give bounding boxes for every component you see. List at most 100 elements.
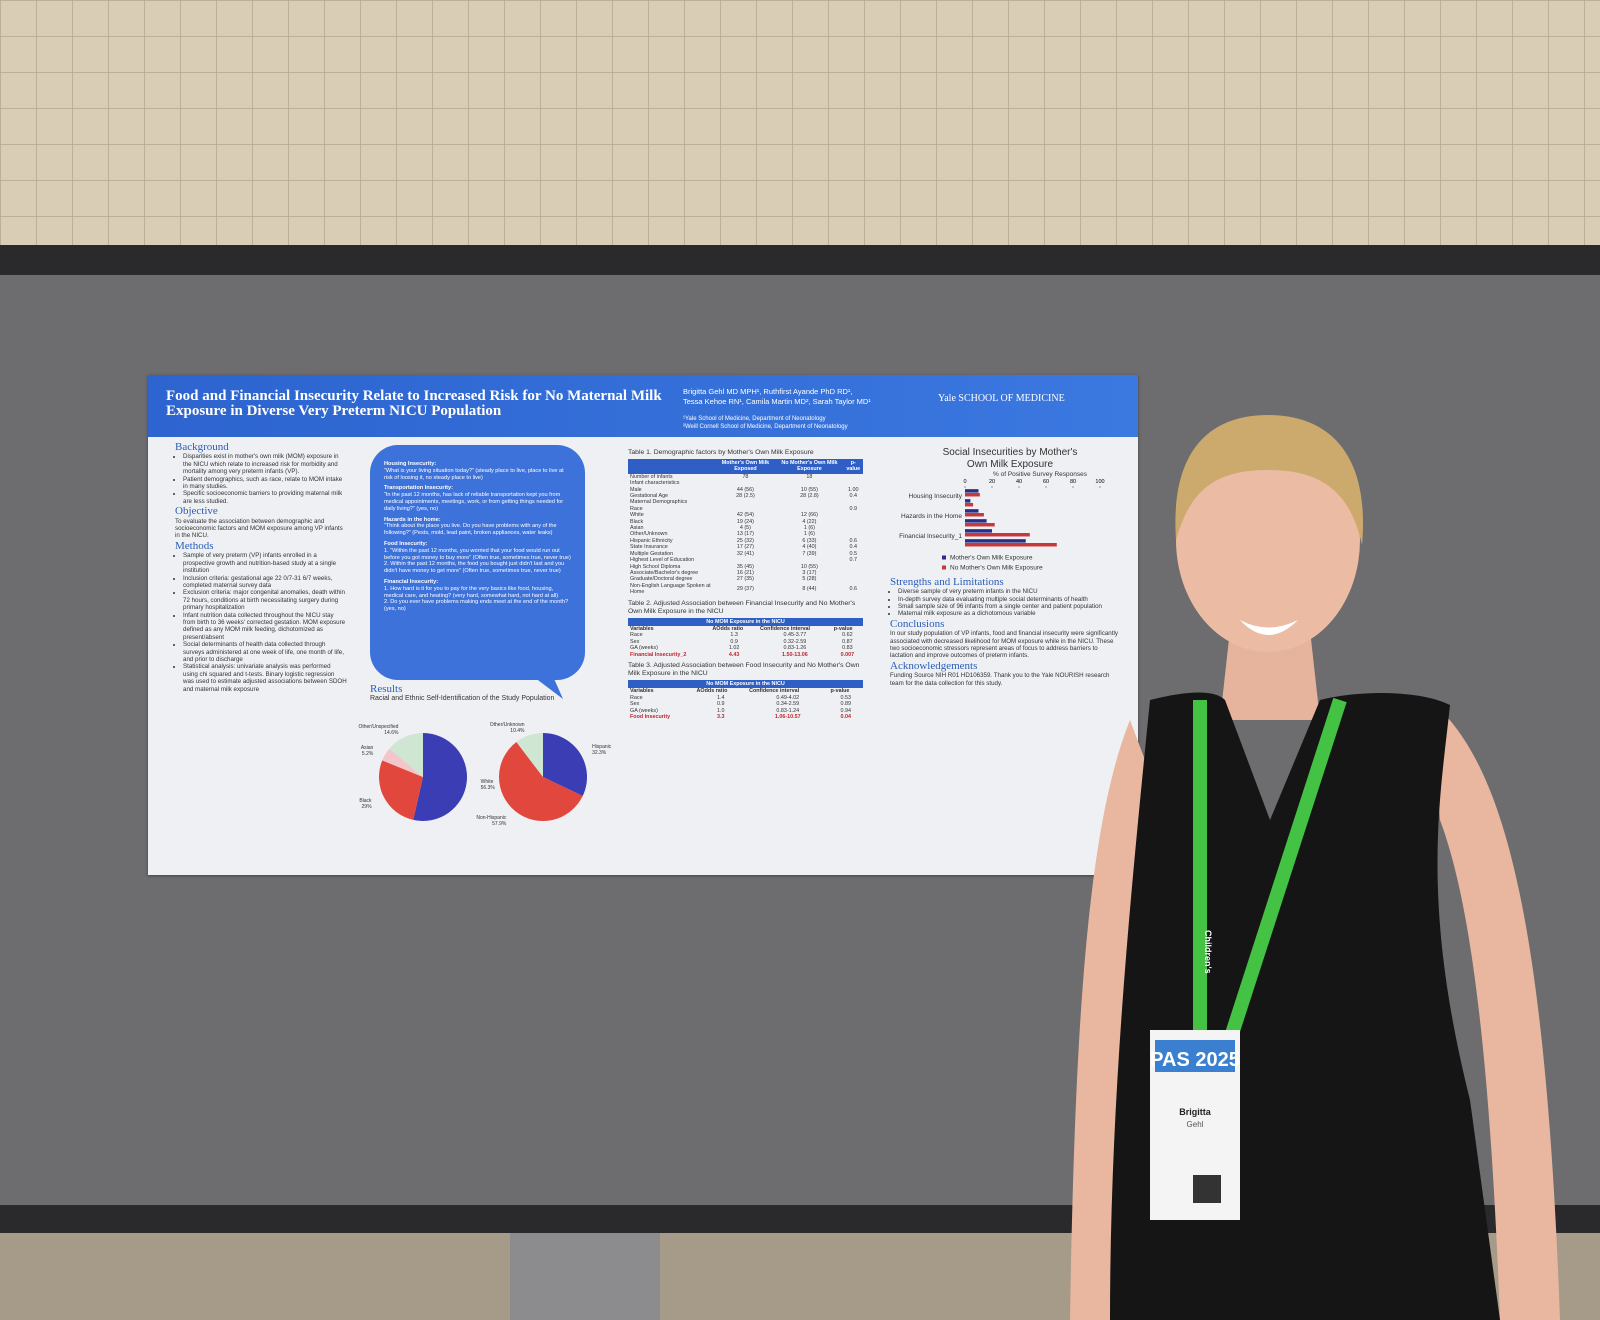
table-header-row: Mother's Own Milk Exposed No Mother's Own… (628, 459, 863, 474)
table-cell: 0.94 (840, 707, 852, 714)
table-cell: 78 (742, 473, 749, 480)
table-cell: Non-English Language Spoken at Home (630, 582, 711, 596)
table-cell: Male (630, 486, 642, 493)
section-heading: Strengths and Limitations (890, 575, 1004, 588)
survey-heading: Food Insecurity: (384, 540, 428, 547)
table-row: Gestational Age 28 (2.5) 28 (2.8) 0.4 (628, 493, 863, 499)
table-header: Variables (630, 688, 654, 695)
bubble-tail (518, 665, 563, 699)
table-cell: Sex (630, 638, 640, 645)
table-cell: 28 (2.8) (800, 493, 819, 500)
table-header: p-value (833, 625, 853, 632)
pie-value-label: 10.4% (510, 728, 525, 734)
table-header-row: Variables AOdds ratio Confidence interval p… (628, 626, 863, 632)
right-column: Social Insecurities by Mother's Own Milk… (890, 447, 1120, 687)
table: No MOM Exposure in the NICU Variables AOdd… (628, 679, 863, 720)
bullet: In-depth survey data evaluating multiple… (898, 596, 1120, 603)
table-row: Number of infants 78 18 (628, 474, 863, 480)
table-cell: 1 (6) (803, 525, 815, 532)
table-cell: 1.50-13.06 (781, 651, 808, 658)
results: Results Racial and Ethnic Self-Identifica… (370, 683, 610, 703)
table-row: Asian 4 (5) 1 (6) (628, 525, 863, 531)
table-row: Race 0.9 (628, 506, 863, 512)
table-cell: 0.9 (717, 701, 725, 708)
table-cell: GA (weeks) (630, 645, 658, 652)
category-label: Hazards in the Home (901, 513, 962, 520)
bullet: Statistical analysis: univariate analysi… (183, 663, 347, 693)
pie-slice (379, 760, 423, 820)
chart-title: Social Insecurities by Mother's Own Milk… (942, 447, 1078, 470)
table-cell: 4.43 (728, 651, 740, 658)
pie-label: Hispanic (592, 744, 612, 750)
pie-value-label: 56.3% (481, 785, 496, 791)
table-cell: 16 (21) (736, 569, 754, 576)
section-text: To evaluate the association between demo… (175, 517, 343, 540)
survey-text: 2. Within the past 12 months, the food y… (384, 561, 565, 575)
table-cell: 0.6 (849, 585, 858, 592)
table-cell: Maternal Demographics (630, 499, 688, 506)
table-cell: 42 (54) (736, 512, 754, 519)
table-cell: 4 (5) (739, 525, 751, 532)
table-cell: 1.02 (728, 645, 740, 652)
table-cell: 35 (45) (736, 563, 754, 570)
table-row: Financial Insecurity_2 4.43 1.50-13.06 0.00… (628, 652, 863, 658)
table-header: p-value (830, 688, 850, 695)
table-cell: White (630, 512, 644, 519)
survey-heading: Financial Insecurity: (384, 578, 439, 585)
table-header: Variables (630, 625, 654, 632)
table-cell: 4 (40) (802, 544, 817, 551)
table-cell: 0.45-3.77 (783, 632, 807, 639)
table-header: p-value (843, 459, 863, 474)
table-cell: 0.4 (849, 544, 858, 551)
table-row: GA (weeks) 1.0 0.83-1.24 0.94 (628, 708, 863, 714)
pie-slice (382, 748, 423, 777)
x-tick-label: 100 (1095, 479, 1104, 485)
bar (965, 543, 1057, 547)
table-header: Mother's Own Milk Exposed (715, 459, 776, 474)
table-cell: Asian (630, 525, 644, 532)
table-cell: 1.3 (730, 632, 738, 639)
table-cell: 0.5 (849, 550, 858, 557)
table-title: Table 1. Demographic factors by Mother's… (628, 449, 814, 456)
axis-label: % of Positive Survey Responses (993, 471, 1087, 478)
table-row: Associate/Bachelor's degree 16 (21) 3 (17) (628, 570, 863, 576)
bar (965, 519, 987, 524)
table-cell: 1 (6) (803, 531, 815, 538)
pie-slice (543, 733, 587, 797)
bar (965, 493, 980, 497)
table-cell: 0.9 (849, 505, 858, 512)
survey-bubble: Housing Insecurity: “What is your living … (370, 445, 585, 680)
table-row: Race 1.4 0.49-4.02 0.53 (628, 695, 863, 701)
bullet-list: Diverse sample of very preterm infants i… (890, 588, 1120, 618)
table-cell: Black (630, 518, 644, 525)
table-cell: 5 (28) (802, 576, 817, 583)
bullet: Sample of very preterm (VP) infants enro… (183, 552, 347, 574)
table-cell: 32 (41) (736, 550, 754, 557)
author-line: Tessa Kehoe RN¹, Camila Martin MD², Sara… (683, 397, 871, 406)
table-header: Confidence interval (749, 688, 800, 695)
table-row: GA (weeks) 1.02 0.83-1.26 0.83 (628, 645, 863, 651)
x-tick-label: 40 (1016, 479, 1022, 485)
pie-label: Other/Unspecified (358, 724, 398, 730)
table-header: AOdds ratio (696, 688, 728, 695)
bar (965, 513, 984, 517)
left-column: BackgroundDisparities exist in mother's … (175, 441, 347, 693)
table-header: AOdds ratio (712, 625, 744, 632)
table-cell: Graduate/Doctoral degree (630, 576, 693, 583)
bullet: Specific socioeconomic barriers to provi… (183, 490, 347, 505)
table-cell: 28 (2.5) (736, 493, 755, 500)
bullet: Maternal milk exposure as a dichotomous … (898, 610, 1120, 617)
survey-heading: Hazards in the home: (384, 516, 441, 523)
table-cell: 0.04 (840, 714, 852, 720)
table-row: Maternal Demographics (628, 499, 863, 505)
table-cell: Race (630, 694, 643, 701)
table-band: No MOM Exposure in the NICU (628, 617, 863, 626)
author-line: Brigitta Gehl MD MPH¹, Ruthfirst Ayande … (683, 387, 853, 396)
survey-text: 1. How hard is it for you to pay for the… (384, 585, 559, 599)
table-row: Hispanic Ethnicity 25 (32) 6 (33) 0.6 (628, 538, 863, 544)
section-heading: Acknowledgements (890, 659, 978, 672)
table-cell: 17 (27) (736, 544, 754, 551)
poster: Food and Financial Insecurity Relate to … (148, 375, 1138, 875)
legend-swatch (942, 565, 946, 570)
